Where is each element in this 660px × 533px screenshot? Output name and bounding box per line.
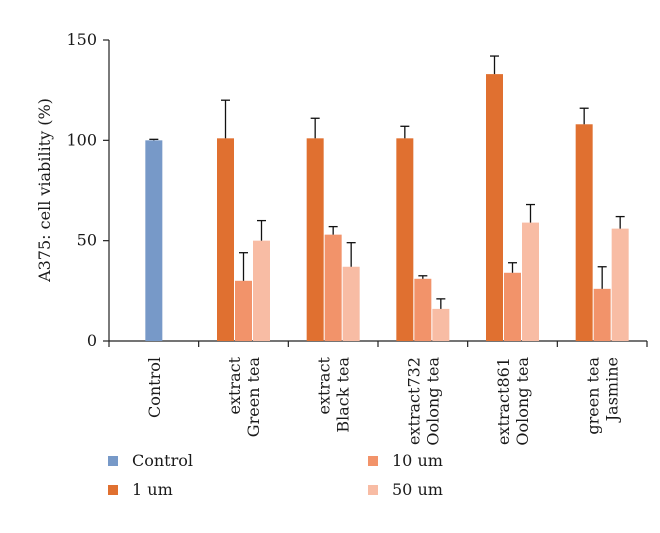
y-axis-title: A375: cell viability (%) xyxy=(35,98,54,283)
x-category-label: extract xyxy=(315,356,334,414)
legend-label: Control xyxy=(132,451,193,470)
x-category-label: extract732 xyxy=(404,357,423,445)
bar xyxy=(342,266,360,341)
bar xyxy=(235,280,252,341)
bar xyxy=(414,278,432,341)
legend: Control 1 um 10 um 50 um xyxy=(108,451,443,499)
x-category-label: green tea xyxy=(584,357,603,435)
bar xyxy=(522,222,539,341)
legend-swatch xyxy=(108,456,118,466)
x-category-label: Control xyxy=(145,357,164,418)
legend-label: 10 um xyxy=(392,451,443,470)
bar xyxy=(253,240,270,341)
x-category-label: extract861 xyxy=(494,357,513,445)
bar xyxy=(145,140,163,341)
bar xyxy=(432,308,450,341)
bar xyxy=(324,234,342,341)
bar xyxy=(396,138,414,341)
bar xyxy=(217,138,234,341)
bar xyxy=(306,138,324,341)
y-tick-label: 150 xyxy=(66,30,97,49)
x-category-label: Jasmine xyxy=(603,357,622,423)
bar xyxy=(611,228,629,341)
y-tick-label: 0 xyxy=(87,331,97,350)
x-category-label: Oolong tea xyxy=(513,357,532,446)
bar xyxy=(593,288,611,341)
bar xyxy=(504,272,521,341)
bar xyxy=(486,74,503,341)
legend-swatch xyxy=(368,485,378,495)
x-category-label: extract xyxy=(225,356,244,414)
y-tick-label: 50 xyxy=(77,231,97,250)
legend-label: 1 um xyxy=(132,480,173,499)
x-category-label: Green tea xyxy=(244,357,263,438)
bar xyxy=(575,124,593,341)
y-tick-label: 100 xyxy=(66,130,97,149)
legend-label: 50 um xyxy=(392,480,443,499)
legend-swatch xyxy=(108,485,118,495)
x-category-label: Oolong tea xyxy=(423,357,442,446)
legend-swatch xyxy=(368,456,378,466)
x-category-label: Black tea xyxy=(334,357,353,433)
